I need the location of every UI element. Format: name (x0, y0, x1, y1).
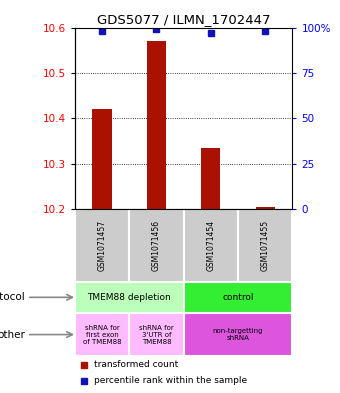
Bar (238, 209, 292, 282)
Bar (129, 313, 184, 356)
Bar (201, 148, 220, 209)
Bar (75, 282, 184, 313)
Bar (92, 109, 112, 209)
Text: shRNA for
first exon
of TMEM88: shRNA for first exon of TMEM88 (83, 325, 121, 345)
Text: TMEM88 depletion: TMEM88 depletion (87, 293, 171, 302)
Text: transformed count: transformed count (95, 360, 178, 369)
Bar (75, 209, 129, 282)
Text: control: control (222, 293, 254, 302)
Text: protocol: protocol (0, 292, 25, 302)
Bar (256, 207, 275, 209)
Text: GSM1071454: GSM1071454 (206, 220, 215, 271)
Bar (147, 41, 166, 209)
Bar (129, 209, 184, 282)
Text: other: other (0, 330, 25, 340)
Bar (184, 209, 238, 282)
Text: GSM1071457: GSM1071457 (98, 220, 106, 271)
Text: non-targetting
shRNA: non-targetting shRNA (213, 328, 263, 341)
Text: percentile rank within the sample: percentile rank within the sample (95, 376, 248, 386)
Text: GSM1071455: GSM1071455 (261, 220, 270, 271)
Title: GDS5077 / ILMN_1702447: GDS5077 / ILMN_1702447 (97, 13, 270, 26)
Bar (184, 313, 292, 356)
Text: GSM1071456: GSM1071456 (152, 220, 161, 271)
Bar (184, 282, 292, 313)
Text: shRNA for
3'UTR of
TMEM88: shRNA for 3'UTR of TMEM88 (139, 325, 174, 345)
Bar (75, 313, 129, 356)
